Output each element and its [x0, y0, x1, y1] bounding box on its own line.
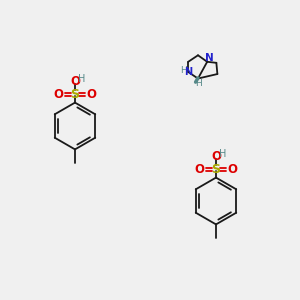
Text: H: H — [78, 74, 85, 84]
Text: H: H — [219, 149, 226, 159]
Text: N: N — [184, 67, 192, 77]
Text: H: H — [195, 80, 201, 88]
Text: O: O — [211, 150, 221, 163]
Text: O: O — [86, 88, 96, 101]
Text: O: O — [227, 163, 237, 176]
Text: O: O — [195, 163, 205, 176]
Text: O: O — [70, 75, 80, 88]
Text: O: O — [54, 88, 64, 101]
Text: N: N — [205, 53, 213, 63]
Text: S: S — [70, 88, 80, 101]
Text: S: S — [212, 163, 220, 176]
Text: H: H — [180, 66, 187, 75]
